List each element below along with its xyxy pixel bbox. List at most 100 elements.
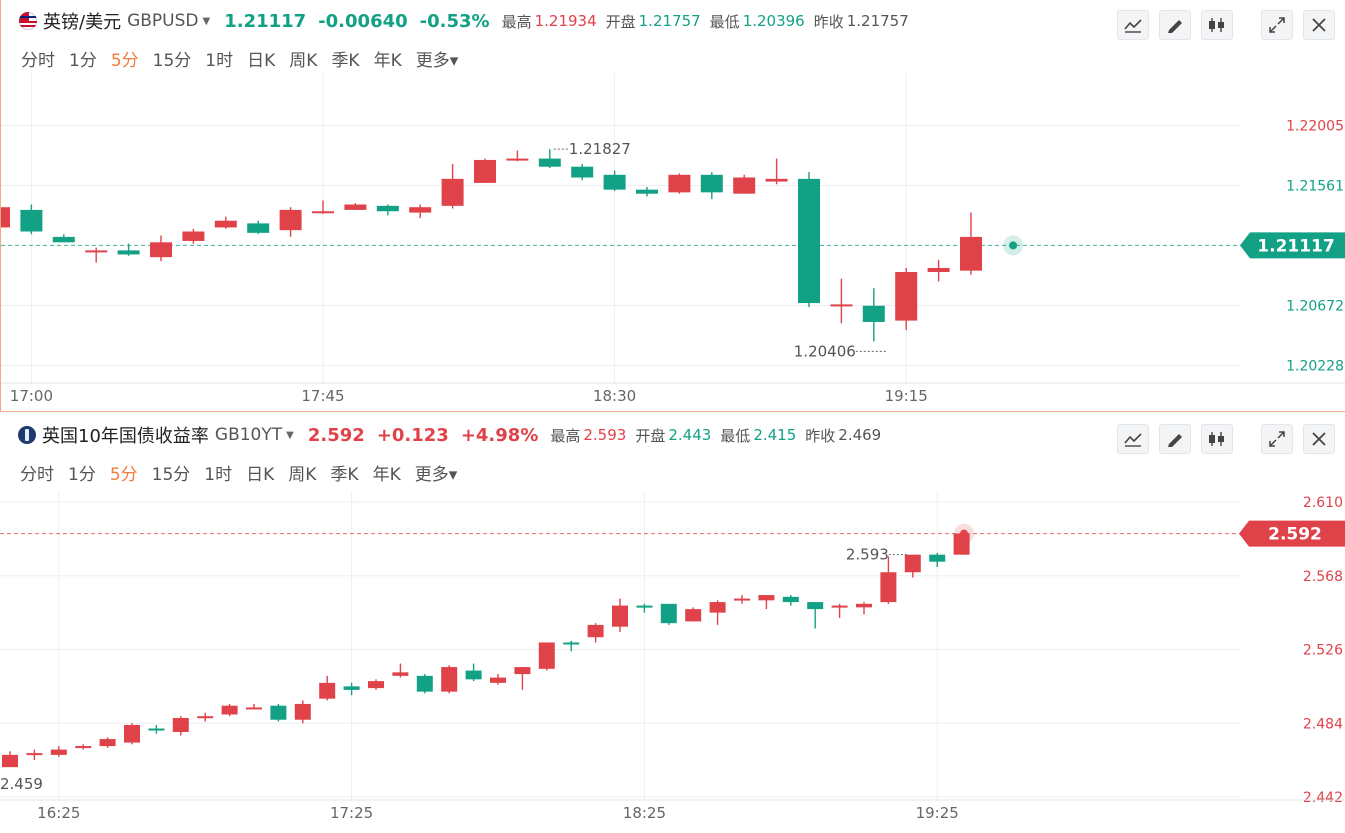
candle-body xyxy=(50,749,67,755)
tab-5min[interactable]: 5分 xyxy=(110,51,139,71)
gb-bond-icon xyxy=(18,426,36,444)
candle-body xyxy=(660,603,677,624)
x-tick-label: 16:25 xyxy=(37,804,80,822)
last-price: 1.21117 xyxy=(224,10,307,32)
indicator-icon[interactable] xyxy=(1117,424,1149,454)
tab-yearly[interactable]: 年K xyxy=(373,51,402,71)
tab-weekly[interactable]: 周K xyxy=(288,465,317,485)
chart-toolbar xyxy=(1117,424,1335,454)
candle-body xyxy=(514,667,531,675)
stat-label-low: 最低 xyxy=(709,12,740,31)
tab-daily[interactable]: 日K xyxy=(247,51,276,71)
live-price-dot xyxy=(960,529,969,538)
instrument-code[interactable]: GB10YT xyxy=(214,425,283,445)
tab-1min[interactable]: 1分 xyxy=(68,465,96,485)
candle-body xyxy=(782,596,799,603)
indicator-icon[interactable] xyxy=(1117,10,1149,40)
candle-body xyxy=(929,554,946,562)
tab-yearly[interactable]: 年K xyxy=(372,465,401,485)
tab-5min[interactable]: 5分 xyxy=(109,465,138,485)
candle-body xyxy=(20,209,43,232)
candle-body xyxy=(895,272,918,321)
candle-body xyxy=(319,682,336,699)
stat-value-high: 2.593 xyxy=(583,426,627,444)
stat-label-low: 最低 xyxy=(720,426,751,445)
price-change: +0.123 xyxy=(376,424,449,446)
candle-body xyxy=(465,670,482,680)
chevron-down-icon[interactable]: ▼ xyxy=(202,15,211,27)
y-tick-label: 2.568 xyxy=(1303,569,1343,585)
x-tick-label: 19:15 xyxy=(885,387,928,405)
candlestick-icon[interactable] xyxy=(1201,424,1233,454)
tab-weekly[interactable]: 周K xyxy=(289,51,318,71)
draw-pen-icon[interactable] xyxy=(1159,10,1191,40)
quote-header: 英国10年国债收益率 GB10YT ▼ 2.592 +0.123 +4.98% … xyxy=(18,422,890,448)
draw-pen-icon[interactable] xyxy=(1159,424,1191,454)
gb10yt-candlestick-chart[interactable]: 2.610 2.568 2.526 2.484 2.442 16:25 17:25 18:25… xyxy=(0,414,1345,833)
tab-timeshare[interactable]: 分时 xyxy=(21,51,55,71)
tab-15min[interactable]: 15分 xyxy=(152,51,192,71)
candle-body xyxy=(636,189,658,194)
candle-body xyxy=(538,642,555,669)
period-tabs: 分时 1分 5分 15分 1时 日K 周K 季K 年K 更多▾ xyxy=(21,46,458,71)
quote-header: 英镑/美元 GBPUSD ▼ 1.21117 -0.00640 -0.53% 最… xyxy=(19,8,918,34)
candle-body xyxy=(392,672,409,676)
candle-body xyxy=(603,174,626,190)
tab-more[interactable]: 更多▾ xyxy=(414,465,458,485)
high-price-label: 2.593 xyxy=(846,546,889,564)
close-icon[interactable] xyxy=(1303,10,1335,40)
stat-value-high: 1.21934 xyxy=(534,12,597,30)
chart-toolbar xyxy=(1117,10,1335,40)
last-price: 2.592 xyxy=(307,424,365,446)
candle-body xyxy=(85,250,108,253)
stat-label-prev-close: 昨收 xyxy=(805,426,836,445)
tab-1min[interactable]: 1分 xyxy=(69,51,97,71)
y-tick-label: 1.20228 xyxy=(1286,358,1344,374)
y-tick-label: 2.442 xyxy=(1303,790,1343,806)
stat-value-prev-close: 1.21757 xyxy=(846,12,909,30)
x-tick-label: 18:30 xyxy=(593,387,636,405)
tab-daily[interactable]: 日K xyxy=(246,465,275,485)
gb10yt-panel: 英国10年国债收益率 GB10YT ▼ 2.592 +0.123 +4.98% … xyxy=(0,414,1345,833)
tab-1hour[interactable]: 1时 xyxy=(204,465,233,485)
candle-body xyxy=(117,250,140,255)
candlestick-icon[interactable] xyxy=(1201,10,1233,40)
stat-value-prev-close: 2.469 xyxy=(838,426,882,444)
instrument-name[interactable]: 英镑/美元 xyxy=(43,12,122,33)
last-price-tag-label: 2.592 xyxy=(1268,525,1322,545)
gbpusd-candlestick-chart[interactable]: 1.22005 1.21561 1.20672 1.20228 17:00 17:45 18… xyxy=(1,0,1345,412)
tab-more[interactable]: 更多▾ xyxy=(415,51,459,71)
high-price-label: 1.21827 xyxy=(569,140,631,158)
candle-body xyxy=(765,178,788,182)
y-tick-label: 1.20672 xyxy=(1286,298,1344,314)
candle-body xyxy=(172,717,189,733)
tab-timeshare[interactable]: 分时 xyxy=(20,465,54,485)
candle-body xyxy=(294,703,311,720)
chevron-down-icon[interactable]: ▼ xyxy=(286,429,294,441)
tab-quarterly[interactable]: 季K xyxy=(331,51,360,71)
x-tick-label: 17:00 xyxy=(10,387,53,405)
candle-body xyxy=(856,603,872,608)
expand-icon[interactable] xyxy=(1261,10,1293,40)
tab-1hour[interactable]: 1时 xyxy=(205,51,234,71)
candle-body xyxy=(490,677,506,683)
stat-label-high: 最高 xyxy=(501,12,532,31)
instrument-name[interactable]: 英国10年国债收益率 xyxy=(42,426,209,447)
candle-body xyxy=(312,211,334,214)
candle-body xyxy=(538,158,561,167)
candle-body xyxy=(2,754,18,768)
candle-body xyxy=(807,602,824,610)
candle-body xyxy=(506,158,529,161)
x-tick-label: 19:25 xyxy=(916,804,959,822)
tab-15min[interactable]: 15分 xyxy=(151,465,191,485)
period-tabs: 分时 1分 5分 15分 1时 日K 周K 季K 年K 更多▾ xyxy=(20,460,457,485)
candle-body xyxy=(75,746,92,749)
candle-body xyxy=(416,675,433,692)
candle-body xyxy=(221,705,238,715)
close-icon[interactable] xyxy=(1303,424,1335,454)
instrument-code[interactable]: GBPUSD xyxy=(127,11,199,31)
candle-body xyxy=(270,705,287,720)
expand-icon[interactable] xyxy=(1261,424,1293,454)
candle-body xyxy=(441,178,464,206)
tab-quarterly[interactable]: 季K xyxy=(330,465,359,485)
